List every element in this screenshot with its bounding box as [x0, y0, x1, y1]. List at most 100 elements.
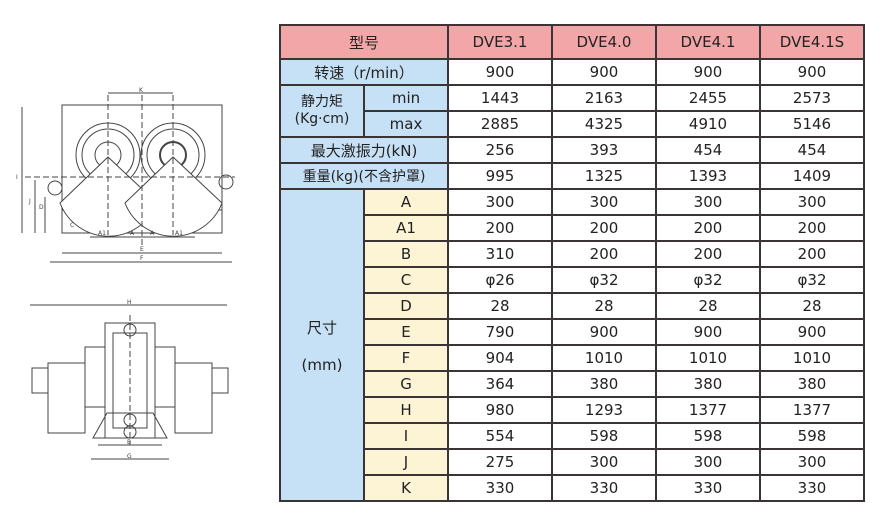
- table-cell: 275: [447, 448, 553, 476]
- table-cell: 454: [655, 136, 761, 164]
- table-cell: 5146: [759, 110, 865, 138]
- table-row: E 790 900 900 900: [280, 318, 865, 346]
- row-label-weight: 重量(kg)(不含护罩): [279, 162, 449, 190]
- table-cell: 1010: [655, 344, 761, 372]
- dimension-key: A1: [363, 214, 449, 242]
- table-cell: 28: [759, 292, 865, 320]
- table-row: 最大激振力(kN) 256 393 454 454: [279, 136, 865, 164]
- table-cell: 2885: [447, 110, 553, 138]
- dimension-key: G: [363, 370, 449, 398]
- table-cell: 900: [551, 58, 657, 86]
- table-cell: 1443: [447, 84, 553, 112]
- table-cell: 598: [759, 422, 865, 450]
- row-label-max: max: [363, 110, 449, 138]
- table-cell: 380: [655, 370, 761, 398]
- table-cell: 300: [759, 448, 865, 476]
- table-row: G 364 380 380 380: [280, 370, 865, 398]
- spec-table: 型号 DVE3.1 DVE4.0 DVE4.1 DVE4.1S 转速（r/min…: [279, 24, 865, 502]
- table-cell: 1393: [655, 162, 761, 190]
- dimension-key: E: [363, 318, 449, 346]
- table-cell: 1010: [759, 344, 865, 372]
- table-header-row: 型号 DVE3.1 DVE4.0 DVE4.1 DVE4.1S: [279, 24, 865, 60]
- table-cell: 980: [447, 396, 553, 424]
- table-cell: 200: [551, 214, 657, 242]
- table-row: max 2885 4325 4910 5146: [280, 110, 865, 138]
- table-cell: 380: [759, 370, 865, 398]
- dim-label-b: B: [127, 439, 131, 446]
- table-cell: 2573: [759, 84, 865, 112]
- dim-label-g: G: [127, 453, 132, 460]
- dimension-key: F: [363, 344, 449, 372]
- table-row: A1 200 200 200 200: [280, 214, 865, 242]
- table-cell: 330: [551, 474, 657, 502]
- dim-label-a1: A1: [175, 230, 183, 237]
- dimension-key: K: [363, 474, 449, 502]
- table-cell: 300: [759, 188, 865, 216]
- table-row: F 904 1010 1010 1010: [280, 344, 865, 372]
- table-cell: 995: [447, 162, 553, 190]
- dimensions-unit: (mm): [301, 355, 343, 374]
- table-cell: 300: [655, 188, 761, 216]
- table-cell: 1377: [759, 396, 865, 424]
- table-cell: 364: [447, 370, 553, 398]
- table-cell: 900: [759, 58, 865, 86]
- dim-label-k: K: [139, 87, 144, 94]
- dim-label-c: C: [70, 222, 74, 229]
- model-header: DVE4.0: [551, 24, 657, 60]
- dim-label-a: A: [130, 230, 135, 237]
- model-header: DVE4.1S: [759, 24, 865, 60]
- row-label-static-moment: 静力矩 (Kg·cm): [279, 84, 365, 138]
- table-cell: 1409: [759, 162, 865, 190]
- table-cell: 28: [447, 292, 553, 320]
- front-view-drawing: K A1 A A A1 E F C I J D: [16, 87, 235, 263]
- dim-label-e: E: [140, 246, 144, 253]
- row-label-max-force: 最大激振力(kN): [279, 136, 449, 164]
- table-cell: 900: [655, 318, 761, 346]
- dim-label-d: D: [39, 204, 44, 211]
- dimension-key: J: [363, 448, 449, 476]
- table-row: K 330 330 330 330: [280, 474, 865, 502]
- table-cell: 330: [655, 474, 761, 502]
- table-cell: 200: [759, 240, 865, 268]
- table-cell: φ32: [655, 266, 761, 294]
- table-cell: φ32: [551, 266, 657, 294]
- table-cell: 4910: [655, 110, 761, 138]
- table-cell: 330: [759, 474, 865, 502]
- dimensions-label: 尺寸: [306, 318, 337, 337]
- table-cell: 200: [655, 240, 761, 268]
- table-cell: 200: [655, 214, 761, 242]
- table-cell: 900: [447, 58, 553, 86]
- table-cell: 300: [447, 188, 553, 216]
- table-cell: 1293: [551, 396, 657, 424]
- dimension-key: I: [363, 422, 449, 450]
- table-cell: 454: [759, 136, 865, 164]
- dim-label-h: H: [127, 299, 132, 306]
- side-view-drawing: H B G: [30, 299, 229, 460]
- table-row: 尺寸 (mm) A 300 300 300 300: [279, 188, 865, 502]
- table-cell: 900: [759, 318, 865, 346]
- table-row: I 554 598 598 598: [280, 422, 865, 450]
- table-cell: φ32: [759, 266, 865, 294]
- model-header: DVE3.1: [447, 24, 553, 60]
- table-cell: 300: [551, 448, 657, 476]
- table-cell: 554: [447, 422, 553, 450]
- row-label-min: min: [363, 84, 449, 112]
- table-cell: 330: [447, 474, 553, 502]
- dim-label-j: J: [28, 198, 31, 205]
- model-header: DVE4.1: [655, 24, 761, 60]
- dimension-key: C: [363, 266, 449, 294]
- table-cell: 28: [551, 292, 657, 320]
- table-row: J 275 300 300 300: [280, 448, 865, 476]
- dim-label-a: A: [150, 230, 155, 237]
- table-cell: 598: [551, 422, 657, 450]
- table-cell: 1325: [551, 162, 657, 190]
- static-moment-unit: (Kg·cm): [294, 111, 350, 127]
- dim-label-f: F: [140, 255, 144, 262]
- table-cell: 200: [447, 214, 553, 242]
- model-label: 型号: [279, 24, 449, 60]
- static-moment-label: 静力矩: [301, 94, 343, 110]
- table-cell: 4325: [551, 110, 657, 138]
- table-cell: 310: [447, 240, 553, 268]
- table-cell: 2163: [551, 84, 657, 112]
